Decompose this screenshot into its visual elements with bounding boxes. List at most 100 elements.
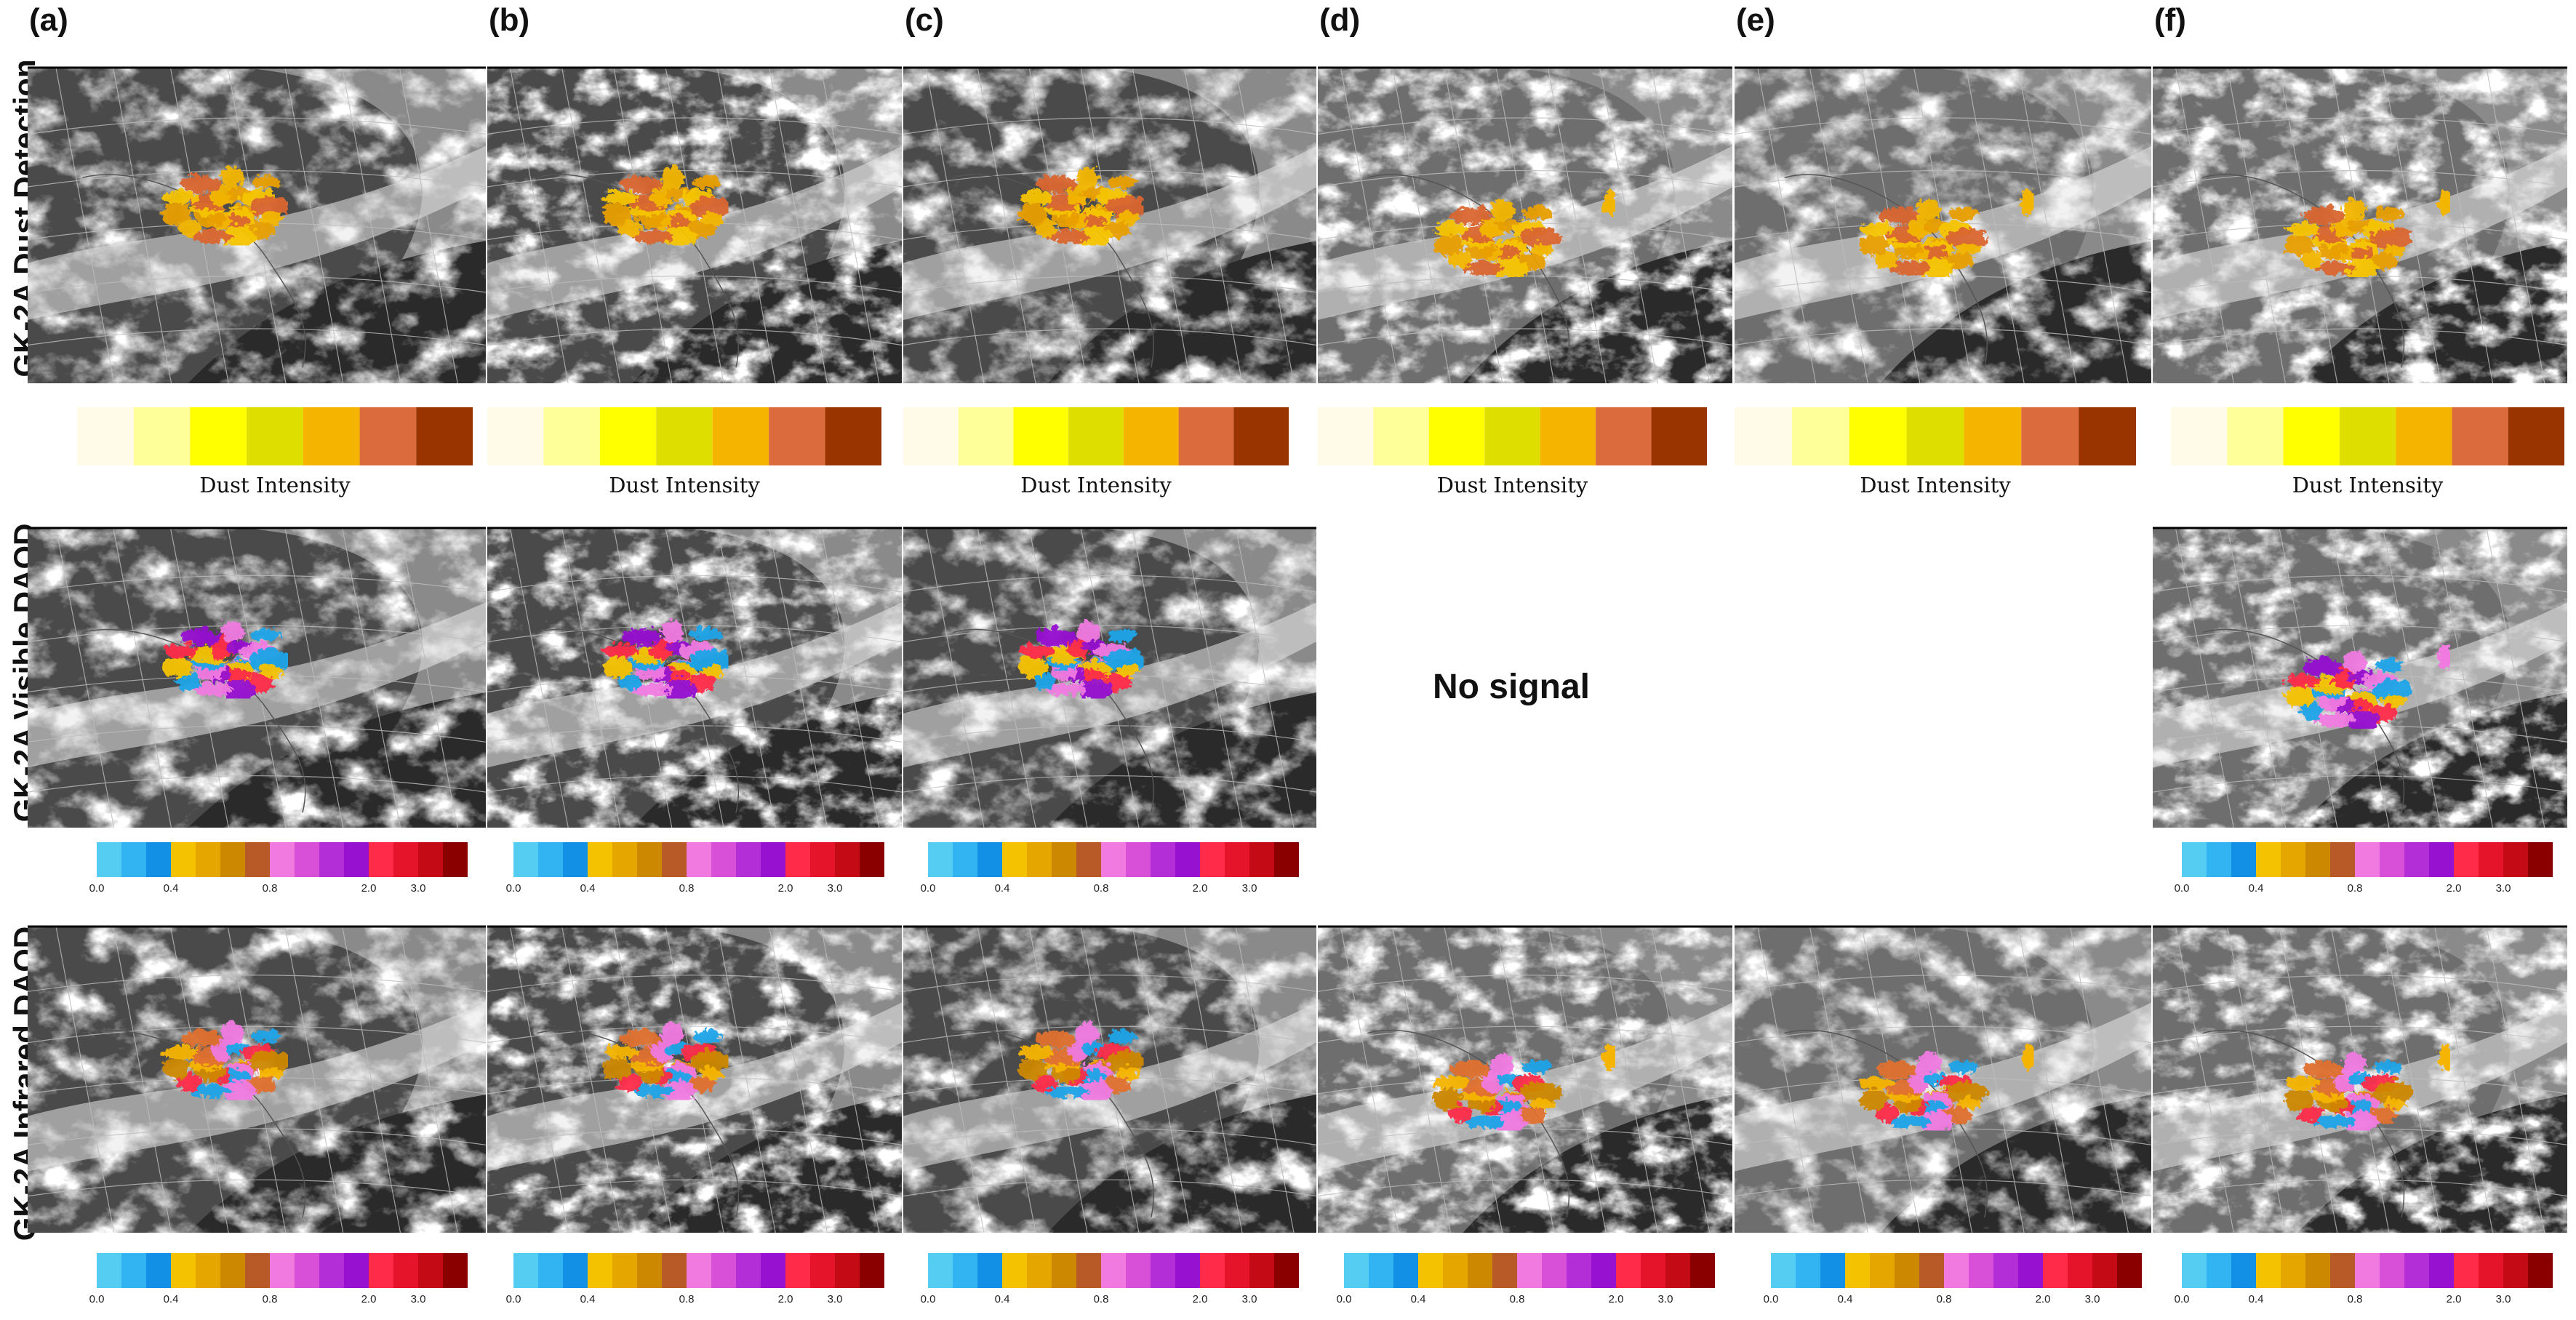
colorbar-segment	[958, 407, 1014, 465]
colorbar-segment	[2339, 407, 2396, 465]
colorbar-segment	[2503, 842, 2528, 877]
colorbar-segment	[953, 842, 977, 877]
colorbar-segment	[2117, 1253, 2142, 1288]
colorbar-segment	[487, 407, 544, 465]
legends: Dust Intensity Dust Intensity Dust Intensi…	[77, 407, 2564, 1305]
colorbar-segment	[2355, 842, 2380, 877]
dust-overlay-r2-c6	[2281, 640, 2450, 729]
colorbar-segment	[2068, 1253, 2092, 1288]
colorbar-segment	[1540, 407, 1596, 465]
colorbar-segment	[1200, 842, 1225, 877]
daod-colorbar-r2-c6: 0.0 0.4 0.8 2.0 3.0	[2175, 842, 2553, 895]
colorbar-segment	[97, 1253, 121, 1288]
colorbar-segment	[2256, 1253, 2281, 1288]
map-panel-r1-c5	[1735, 66, 2151, 383]
colorbar-segment	[2231, 1253, 2256, 1288]
colorbar-segment	[1076, 1253, 1101, 1288]
colorbar-segment	[637, 1253, 662, 1288]
colorbar-segment	[1249, 1253, 1274, 1288]
colorbar-segment	[97, 842, 121, 877]
colorbar-segment	[1101, 1253, 1126, 1288]
colorbar-segment	[1225, 1253, 1249, 1288]
colorbar-tick-label: 0.4	[1411, 1293, 1426, 1305]
colorbar-segment	[1123, 407, 1179, 465]
colorbar-segment	[1906, 407, 1964, 465]
lat-lon-grid	[1735, 67, 2151, 383]
colorbar-segment	[860, 1253, 884, 1288]
colorbar-segment	[1517, 1253, 1542, 1288]
dust-overlay-r2-c2	[600, 617, 729, 699]
colorbar-tick-label: 0.8	[2348, 882, 2363, 895]
lat-lon-grid	[2153, 926, 2567, 1233]
dust-intensity-colorbar-1: Dust Intensity	[77, 407, 473, 497]
colorbar-segment	[2479, 1253, 2503, 1288]
colorbar-segment	[443, 842, 468, 877]
colorbar-segment	[1735, 407, 1792, 465]
colorbar-segment	[1369, 1253, 1393, 1288]
dust-overlay-r3-c1	[159, 1019, 288, 1100]
lat-lon-grid	[28, 527, 486, 828]
colorbar-tick-label: 0.0	[89, 1293, 105, 1305]
colorbar-tick-label: 2.0	[2036, 1293, 2051, 1305]
colorbar-segment	[393, 1253, 418, 1288]
colorbar-tick-label: 3.0	[828, 882, 843, 895]
colorbar-tick-label: 0.4	[580, 1293, 596, 1305]
colorbar-tick-label: 0.0	[2175, 1293, 2190, 1305]
colorbar-segment	[1052, 842, 1076, 877]
map-panel-r2-c6	[2153, 527, 2567, 828]
colorbar-segment	[319, 1253, 344, 1288]
colorbar-tick-label: 0.0	[921, 1293, 936, 1305]
colorbar-segment	[513, 1253, 538, 1288]
panel-letter-r1-c4: (d)	[1319, 2, 1360, 38]
dust-overlay-r1-c4	[1431, 186, 1615, 277]
colorbar-tick-label: 3.0	[411, 882, 426, 895]
dust-intensity-colorbar-3: Dust Intensity	[903, 407, 1289, 497]
colorbar-segment	[303, 407, 360, 465]
colorbar-segment	[418, 842, 443, 877]
colorbar-tick-label: 2.0	[361, 1293, 377, 1305]
map-panel-r2-c1	[28, 527, 486, 828]
colorbar-segment	[637, 842, 662, 877]
coastline	[537, 1029, 740, 1218]
colorbar-segment	[563, 842, 588, 877]
colorbar-segment	[344, 842, 369, 877]
colorbar-segment	[1101, 842, 1126, 877]
colorbar-segment	[903, 407, 959, 465]
colorbar-segment	[1771, 1253, 1796, 1288]
colorbar-segment	[1002, 1253, 1027, 1288]
colorbar-segment	[1393, 1253, 1418, 1288]
colorbar-segment	[1076, 842, 1101, 877]
lat-lon-grid	[2153, 527, 2567, 828]
colorbar-segment	[1665, 1253, 1690, 1288]
colorbar-tick-label: 0.4	[580, 882, 596, 895]
map-panel-r2-c3	[903, 527, 1316, 828]
colorbar-segment	[2454, 1253, 2479, 1288]
colorbar-segment	[711, 842, 736, 877]
daod-colorbar-r3-c6: 0.0 0.4 0.8 2.0 3.0	[2175, 1253, 2553, 1305]
colorbar-segment	[196, 1253, 220, 1288]
colorbar-segment	[1002, 842, 1027, 877]
colorbar-segment	[835, 1253, 860, 1288]
colorbar-title: Dust Intensity	[609, 473, 760, 497]
colorbar-segment	[687, 1253, 711, 1288]
coastline	[952, 628, 1154, 813]
colorbar-segment	[146, 842, 171, 877]
colorbar-segment	[1944, 1253, 1969, 1288]
colorbar-segment	[2079, 407, 2136, 465]
colorbar-tick-label: 3.0	[1658, 1293, 1673, 1305]
colorbar-segment	[1616, 1253, 1641, 1288]
colorbar-segment	[245, 1253, 270, 1288]
colorbar-segment	[171, 1253, 196, 1288]
colorbar-segment	[588, 842, 612, 877]
colorbar-segment	[359, 407, 417, 465]
colorbar-segment	[443, 1253, 468, 1288]
colorbar-segment	[1591, 1253, 1616, 1288]
colorbar-segment	[785, 1253, 810, 1288]
colorbar-segment	[1567, 1253, 1591, 1288]
colorbar-tick-label: 3.0	[2496, 1293, 2511, 1305]
colorbar-segment	[761, 1253, 785, 1288]
colorbar-segment	[1492, 1253, 1517, 1288]
colorbar-segment	[344, 1253, 369, 1288]
colorbar-segment	[2092, 1253, 2117, 1288]
colorbar-tick-label: 3.0	[1242, 882, 1257, 895]
